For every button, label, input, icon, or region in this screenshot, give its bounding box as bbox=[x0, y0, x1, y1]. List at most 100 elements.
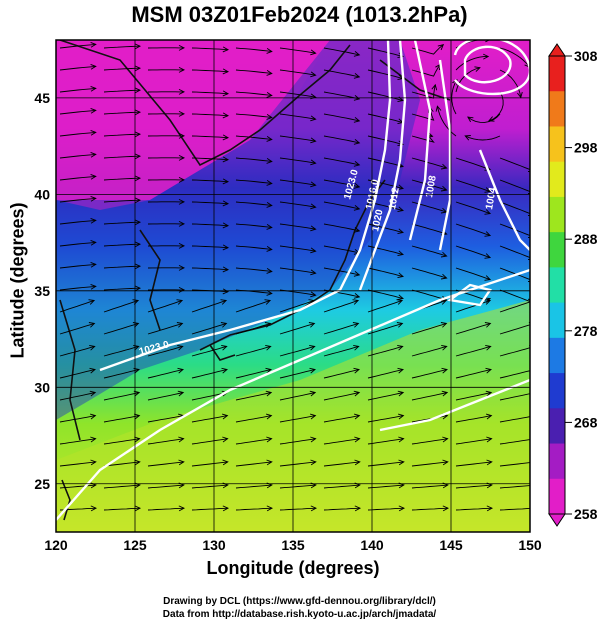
streamline bbox=[191, 113, 229, 117]
y-tick-label: 25 bbox=[34, 476, 50, 492]
streamline bbox=[59, 87, 96, 93]
streamline bbox=[279, 369, 316, 379]
streamline bbox=[279, 438, 316, 445]
streamline bbox=[279, 135, 316, 142]
streamline-arrow bbox=[90, 283, 97, 290]
streamline bbox=[235, 157, 272, 162]
streamline-arrow bbox=[90, 436, 97, 443]
streamline bbox=[455, 67, 481, 93]
streamline-arrow bbox=[397, 367, 404, 374]
streamline bbox=[147, 461, 184, 467]
streamline-arrow bbox=[222, 459, 229, 466]
colorbar-frame bbox=[548, 55, 566, 515]
wind-streamlines bbox=[59, 40, 530, 512]
streamline-arrow bbox=[178, 66, 186, 73]
streamline bbox=[235, 438, 272, 445]
streamline bbox=[147, 299, 183, 313]
streamline-arrow bbox=[353, 271, 361, 277]
streamline bbox=[279, 201, 316, 208]
streamline-arrow bbox=[309, 390, 317, 397]
streamline bbox=[436, 106, 457, 137]
streamline bbox=[323, 345, 359, 357]
streamline-arrow bbox=[397, 228, 404, 235]
streamline-arrow bbox=[90, 85, 97, 92]
streamline-arrow bbox=[440, 163, 448, 170]
streamline-arrow bbox=[178, 220, 186, 227]
streamline-arrow bbox=[178, 132, 186, 139]
streamline-arrow bbox=[397, 140, 404, 147]
streamline-arrow bbox=[265, 344, 272, 351]
streamline-arrow bbox=[222, 46, 230, 53]
streamline bbox=[467, 113, 501, 123]
streamline-arrow bbox=[397, 206, 404, 213]
streamline-arrow bbox=[485, 40, 491, 43]
streamline bbox=[279, 223, 316, 230]
streamline-arrow bbox=[266, 158, 273, 164]
streamline bbox=[279, 245, 316, 252]
colorbar-segment bbox=[549, 126, 565, 163]
streamline bbox=[147, 369, 184, 379]
streamline-arrow bbox=[178, 505, 186, 512]
streamline bbox=[59, 285, 96, 291]
streamline-arrow bbox=[134, 43, 142, 50]
streamline bbox=[411, 438, 448, 445]
streamline bbox=[323, 392, 360, 401]
streamline-arrow bbox=[222, 200, 230, 207]
streamline-arrow bbox=[437, 44, 445, 51]
streamline bbox=[59, 461, 96, 467]
streamline bbox=[235, 267, 272, 272]
streamline-arrow bbox=[177, 367, 184, 374]
streamline-arrow bbox=[221, 413, 229, 420]
streamline bbox=[147, 392, 184, 401]
streamline-arrow bbox=[354, 459, 361, 466]
streamline bbox=[499, 370, 530, 379]
streamline-arrow bbox=[266, 92, 273, 98]
colorbar-segment bbox=[549, 232, 565, 268]
streamline-arrow bbox=[222, 90, 230, 97]
streamline bbox=[59, 369, 96, 379]
streamline bbox=[367, 69, 404, 79]
streamline bbox=[103, 45, 141, 49]
streamline-arrow bbox=[134, 109, 142, 116]
colorbar-tick-label: 258 bbox=[574, 506, 598, 522]
streamline bbox=[499, 223, 530, 237]
streamline-arrow bbox=[90, 41, 97, 48]
streamline-arrow bbox=[266, 114, 273, 120]
streamline bbox=[499, 179, 530, 193]
streamline-arrow bbox=[266, 202, 273, 208]
streamline bbox=[323, 223, 360, 232]
colorbar-segment bbox=[549, 196, 565, 233]
streamline bbox=[59, 153, 96, 159]
streamline bbox=[103, 392, 140, 401]
streamline bbox=[367, 299, 403, 313]
streamline-arrow bbox=[309, 367, 316, 374]
streamline bbox=[235, 299, 271, 313]
streamline-arrow bbox=[441, 367, 448, 374]
streamline-arrow bbox=[353, 95, 361, 101]
streamline-arrow bbox=[397, 272, 404, 279]
y-tick-label: 35 bbox=[34, 283, 50, 299]
streamline-arrow bbox=[134, 65, 142, 72]
streamline-arrow bbox=[442, 436, 449, 443]
streamline-arrow bbox=[484, 299, 492, 305]
streamline bbox=[235, 245, 272, 250]
streamline bbox=[191, 69, 229, 73]
streamline-arrow bbox=[222, 222, 230, 229]
x-tick-label: 130 bbox=[202, 537, 226, 553]
streamline-arrow bbox=[310, 225, 317, 232]
streamline bbox=[411, 289, 447, 301]
streamline-arrow bbox=[467, 116, 474, 123]
streamline bbox=[147, 507, 185, 511]
streamline bbox=[59, 345, 95, 357]
streamline-arrow bbox=[397, 294, 404, 301]
streamline-arrow bbox=[178, 286, 186, 293]
streamline bbox=[59, 415, 96, 423]
streamline bbox=[103, 199, 141, 203]
streamline bbox=[59, 241, 96, 247]
streamline-arrow bbox=[310, 436, 317, 443]
streamline bbox=[103, 287, 141, 291]
cold-air-mass bbox=[56, 40, 330, 210]
streamline bbox=[235, 345, 271, 357]
plot-frame bbox=[55, 39, 531, 533]
streamline bbox=[279, 69, 316, 76]
